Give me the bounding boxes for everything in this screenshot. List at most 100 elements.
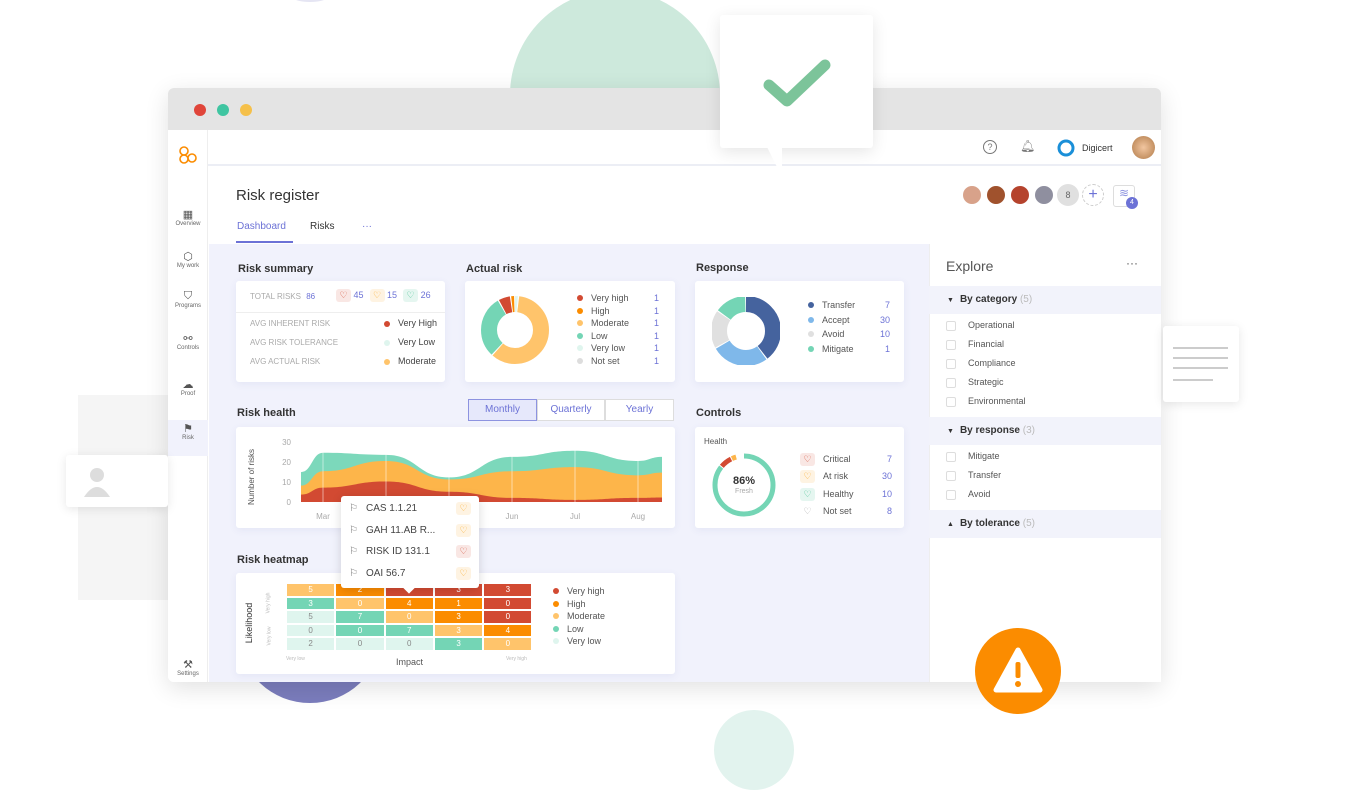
period-monthly[interactable]: Monthly xyxy=(468,399,537,421)
legend-dot xyxy=(577,320,583,327)
explore-section-by-tolerance[interactable]: ▲ By tolerance (5) xyxy=(929,510,1161,538)
tab-dashboard[interactable]: Dashboard xyxy=(237,221,286,232)
checkbox[interactable] xyxy=(946,489,956,500)
feed-button[interactable]: ≋ 4 xyxy=(1113,185,1138,209)
legend-item: Very high 1 xyxy=(577,292,659,305)
heatmap-cell[interactable]: 4 xyxy=(384,596,434,611)
window-dot[interactable] xyxy=(240,104,252,116)
explore-title: Explore xyxy=(946,258,994,274)
filter-checkbox[interactable]: Mitigate xyxy=(946,451,1000,462)
heatmap-cell[interactable]: 7 xyxy=(384,623,434,638)
heatmap-cell[interactable]: 0 xyxy=(384,637,434,651)
tooltip-item[interactable]: ⚐ RISK ID 131.1 ♡ xyxy=(349,545,471,558)
tab-risks[interactable]: Risks xyxy=(310,221,335,232)
sidebar-item-my-work[interactable]: ⬡ My work xyxy=(168,248,208,284)
bell-icon[interactable]: 🔔︎ xyxy=(1020,139,1036,153)
filter-checkbox[interactable]: Financial xyxy=(946,339,1004,350)
heatmap-cell[interactable]: 0 xyxy=(335,596,385,611)
checkbox[interactable] xyxy=(946,451,956,462)
checkbox[interactable] xyxy=(946,470,956,481)
x-tick-label: Mar xyxy=(316,512,330,521)
heatmap-cell[interactable]: 0 xyxy=(483,610,533,624)
filter-checkbox[interactable]: Avoid xyxy=(946,489,990,500)
heatmap-cell[interactable]: 0 xyxy=(335,637,385,651)
user-icon xyxy=(84,468,110,497)
avatar xyxy=(985,184,1007,206)
legend-item: Very low xyxy=(553,635,643,648)
heatmap-cell[interactable]: 4 xyxy=(483,623,533,638)
sidebar-item-label: My work xyxy=(176,263,200,269)
legend-value: 1 xyxy=(653,305,659,316)
explore-section-by-response[interactable]: ▼ By response (3) xyxy=(929,417,1161,445)
explore-more-button[interactable]: ··· xyxy=(1126,256,1138,270)
heart-pulse-icon: ♡ xyxy=(800,453,815,467)
period-yearly[interactable]: Yearly xyxy=(605,399,674,421)
filter-label: Financial xyxy=(968,339,1005,349)
response-title: Response xyxy=(696,262,749,274)
sidebar-item-settings[interactable]: ⚒ Settings xyxy=(177,659,199,677)
heatmap-cell[interactable]: 5 xyxy=(286,610,336,624)
heatmap-cell[interactable]: 2 xyxy=(286,637,336,651)
sidebar-item-programs[interactable]: ⛉ Programs xyxy=(168,288,208,324)
period-quarterly[interactable]: Quarterly xyxy=(537,399,605,421)
heart-pulse-icon: ♡ xyxy=(403,289,419,302)
help-icon[interactable]: ? xyxy=(983,140,997,154)
window-dot[interactable] xyxy=(194,104,206,116)
tooltip-item[interactable]: ⚐ CAS 1.1.21 ♡ xyxy=(349,502,471,515)
heatmap-cell[interactable]: 7 xyxy=(335,610,385,624)
heatmap-cell[interactable]: 0 xyxy=(286,623,336,638)
heatmap-cell[interactable]: 3 xyxy=(433,623,484,638)
donut-slice xyxy=(712,453,776,517)
checkbox[interactable] xyxy=(946,396,956,407)
flag-icon: ⚐ xyxy=(349,546,358,557)
checkbox[interactable] xyxy=(946,377,956,388)
checkbox[interactable] xyxy=(946,358,956,369)
heatmap-cell[interactable]: 0 xyxy=(483,637,533,651)
heatmap-cell[interactable]: 0 xyxy=(384,610,434,624)
heatmap-cell[interactable]: 0 xyxy=(335,623,385,638)
heatmap-cell[interactable]: 0 xyxy=(483,596,533,611)
member-avatars[interactable]: 8 + xyxy=(961,184,1104,206)
heart-pulse-icon: ♡ xyxy=(800,470,815,484)
add-member-button[interactable]: + xyxy=(1082,184,1104,206)
filter-checkbox[interactable]: Operational xyxy=(946,320,1015,331)
legend-item: Low 1 xyxy=(577,330,659,343)
heatmap-cell[interactable]: 3 xyxy=(433,610,484,624)
user-avatar[interactable] xyxy=(1132,136,1155,159)
legend-item: Transfer 7 xyxy=(808,298,890,313)
filter-checkbox[interactable]: Strategic xyxy=(946,377,1004,388)
legend-value: 30 xyxy=(881,471,892,482)
filter-checkbox[interactable]: Compliance xyxy=(946,358,1016,369)
filter-checkbox[interactable]: Transfer xyxy=(946,470,1001,481)
app-logo[interactable] xyxy=(178,146,198,169)
heatmap-cell[interactable]: 1 xyxy=(433,596,484,611)
heatmap-cell[interactable]: 3 xyxy=(483,583,533,597)
sidebar-item-risk[interactable]: ⚑ Risk xyxy=(168,420,208,456)
tab-more[interactable]: ··· xyxy=(362,221,372,232)
legend-item: Avoid 10 xyxy=(808,327,890,342)
flag-icon: ⚑ xyxy=(183,423,193,435)
filter-checkbox[interactable]: Environmental xyxy=(946,396,1026,407)
heatmap-cell[interactable]: 5 xyxy=(286,583,336,597)
tooltip-item[interactable]: ⚐ GAH 11.AB R... ♡ xyxy=(349,523,471,537)
legend-item: High xyxy=(553,598,643,611)
filter-label: Strategic xyxy=(968,377,1004,387)
heatmap-cell[interactable]: 3 xyxy=(286,596,336,611)
legend-label: High xyxy=(591,305,610,316)
checkbox[interactable] xyxy=(946,339,956,350)
explore-section-by-category[interactable]: ▼ By category (5) xyxy=(929,286,1161,314)
legend-item: ♡ At risk 30 xyxy=(800,468,892,485)
heatmap-cell[interactable]: 3 xyxy=(433,637,484,651)
level-dot xyxy=(384,358,390,365)
sidebar-item-overview[interactable]: ▦ Overview xyxy=(168,206,208,242)
legend-item: Low xyxy=(553,623,643,636)
sidebar-item-controls[interactable]: ⚯ Controls xyxy=(168,330,208,366)
org-switcher[interactable]: Digicert xyxy=(1056,138,1113,158)
window-dot[interactable] xyxy=(217,104,229,116)
tooltip-item[interactable]: ⚐ OAI 56.7 ♡ xyxy=(349,566,471,580)
legend-label: Very low xyxy=(591,343,626,353)
legend-dot xyxy=(553,613,559,620)
checkbox[interactable] xyxy=(946,320,956,331)
sidebar-item-proof[interactable]: ☁ Proof xyxy=(168,376,208,412)
health-percent: 86% xyxy=(732,475,756,487)
